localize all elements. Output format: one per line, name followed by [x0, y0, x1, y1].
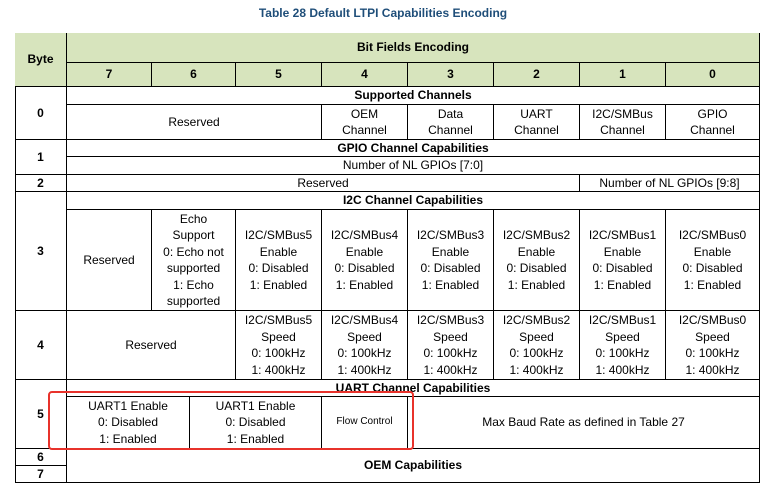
section-heading: GPIO Channel Capabilities: [67, 140, 760, 157]
cell: I2C/SMBus5 Speed 0: 100kHz 1: 400kHz: [236, 311, 322, 380]
cell: Reserved: [67, 210, 152, 311]
section-heading: Supported Channels: [67, 87, 760, 105]
bit-header: 7: [67, 63, 152, 87]
bit-header: 4: [322, 63, 408, 87]
bit-header: 1: [580, 63, 666, 87]
byte-label: 4: [15, 311, 67, 380]
byte-label: 6: [15, 449, 67, 466]
byte-header: Byte: [15, 33, 67, 87]
cell: I2C/SMBus0 Speed 0: 100kHz 1: 400kHz: [666, 311, 760, 380]
cell: I2C/SMBus1 Enable 0: Disabled 1: Enabled: [580, 210, 666, 311]
byte-label: 7: [15, 466, 67, 483]
cell: I2C/SMBus3 Speed 0: 100kHz 1: 400kHz: [408, 311, 494, 380]
cell: GPIO Channel: [666, 105, 760, 140]
cell: I2C/SMBus2 Enable 0: Disabled 1: Enabled: [494, 210, 580, 311]
cell: Echo Support 0: Echo not supported 1: Ec…: [152, 210, 236, 311]
bit-header: 0: [666, 63, 760, 87]
cell: I2C/SMBus1 Speed 0: 100kHz 1: 400kHz: [580, 311, 666, 380]
section-heading: UART Channel Capabilities: [67, 380, 760, 397]
byte-label: 1: [15, 140, 67, 175]
cell: Number of NL GPIOs [7:0]: [67, 157, 760, 175]
cell: UART1 Enable 0: Disabled 1: Enabled: [67, 397, 190, 449]
section-heading: OEM Capabilities: [67, 449, 760, 483]
cell: Reserved: [67, 175, 580, 192]
cell: I2C/SMBus3 Enable 0: Disabled 1: Enabled: [408, 210, 494, 311]
cell: OEM Channel: [322, 105, 408, 140]
cell: Number of NL GPIOs [9:8]: [580, 175, 760, 192]
byte-label: 5: [15, 380, 67, 449]
cell: I2C/SMBus5 Enable 0: Disabled 1: Enabled: [236, 210, 322, 311]
bit-header: 2: [494, 63, 580, 87]
cell: Reserved: [67, 311, 236, 380]
byte-label: 0: [15, 87, 67, 140]
cell: I2C/SMBus Channel: [580, 105, 666, 140]
cell: Data Channel: [408, 105, 494, 140]
cell: UART1 Enable 0: Disabled 1: Enabled: [190, 397, 322, 449]
cell: I2C/SMBus2 Speed 0: 100kHz 1: 400kHz: [494, 311, 580, 380]
cell: Max Baud Rate as defined in Table 27: [408, 397, 760, 449]
cell: I2C/SMBus4 Speed 0: 100kHz 1: 400kHz: [322, 311, 408, 380]
bit-header: 6: [152, 63, 236, 87]
cell: Flow Control: [322, 397, 408, 449]
group-header: Bit Fields Encoding: [67, 33, 760, 63]
table-title: Table 28 Default LTPI Capabilities Encod…: [258, 6, 508, 20]
bit-header: 3: [408, 63, 494, 87]
section-heading: I2C Channel Capabilities: [67, 192, 760, 210]
bit-header: 5: [236, 63, 322, 87]
cell: I2C/SMBus0 Enable 0: Disabled 1: Enabled: [666, 210, 760, 311]
cell: Reserved: [67, 105, 322, 140]
cell: UART Channel: [494, 105, 580, 140]
byte-label: 2: [15, 175, 67, 192]
byte-label: 3: [15, 192, 67, 311]
cell: I2C/SMBus4 Enable 0: Disabled 1: Enabled: [322, 210, 408, 311]
